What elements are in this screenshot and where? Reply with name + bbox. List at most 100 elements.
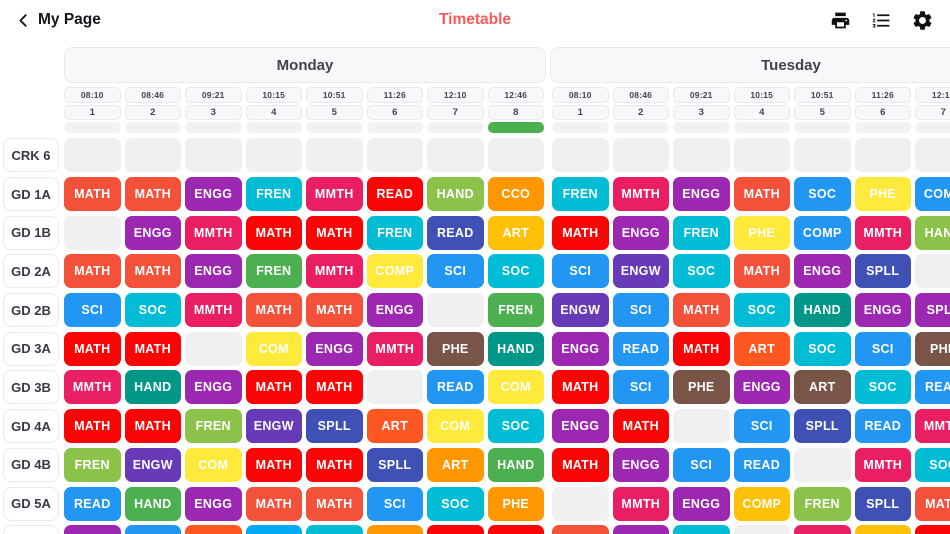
lesson-cell[interactable]: MATH [245,293,302,328]
lesson-cell[interactable]: ART [733,331,790,366]
lesson-cell[interactable]: MMTH [306,254,363,289]
lesson-cell[interactable]: SCI [733,409,790,444]
lesson-cell[interactable]: ENGG [612,215,669,250]
settings-icon[interactable] [910,8,934,32]
lesson-cell[interactable]: FREN [245,177,302,212]
class-label[interactable]: GD 4B [3,447,59,482]
lesson-cell[interactable]: MMTH [612,486,669,521]
lesson-cell[interactable]: SPLL [915,293,950,328]
lesson-cell[interactable] [427,525,484,534]
lesson-cell[interactable]: SPLL [854,254,911,289]
lesson-cell[interactable]: ENGG [366,293,423,328]
lesson-cell[interactable]: FREN [245,254,302,289]
lesson-cell[interactable]: MMTH [854,447,911,482]
lesson-cell[interactable]: PHE [673,370,730,405]
lesson-cell[interactable]: HAND [794,293,851,328]
lesson-cell[interactable]: PHE [733,215,790,250]
lesson-cell[interactable]: ENGG [185,177,242,212]
lesson-cell[interactable]: PHE [915,331,950,366]
lesson-cell[interactable]: ENGW [245,409,302,444]
lesson-cell[interactable]: MATH [673,293,730,328]
lesson-cell[interactable]: SOC [794,177,851,212]
class-label[interactable]: GD 2B [3,293,59,328]
lesson-cell[interactable]: MATH [245,215,302,250]
class-label[interactable]: GD 3A [3,331,59,366]
lesson-cell[interactable]: READ [427,370,484,405]
lesson-cell[interactable]: ENGW [124,447,181,482]
lesson-cell[interactable]: ENGG [185,370,242,405]
lesson-cell[interactable] [915,525,950,534]
lesson-cell[interactable]: READ [733,447,790,482]
back-button[interactable]: My Page [16,11,101,29]
lesson-cell[interactable]: MMTH [64,370,121,405]
class-label[interactable]: GD 2A [3,254,59,289]
lesson-cell[interactable]: SOC [124,293,181,328]
lesson-cell[interactable]: SCI [366,486,423,521]
lesson-cell[interactable]: MATH [552,215,609,250]
lesson-cell[interactable]: ENGG [673,177,730,212]
lesson-cell[interactable]: MATH [245,486,302,521]
lesson-cell[interactable]: MATH [124,409,181,444]
lesson-cell[interactable]: HAND [487,331,544,366]
lesson-cell[interactable]: READ [366,177,423,212]
lesson-cell[interactable]: READ [612,331,669,366]
lesson-cell[interactable]: MMTH [915,409,950,444]
lesson-cell[interactable]: SOC [733,293,790,328]
lesson-cell[interactable]: PHE [427,331,484,366]
lesson-cell[interactable]: SPLL [306,409,363,444]
lesson-cell[interactable]: MATH [124,331,181,366]
lesson-cell[interactable]: HAND [124,486,181,521]
lesson-cell[interactable]: MATH [552,370,609,405]
lesson-cell[interactable]: MMTH [612,177,669,212]
lesson-cell[interactable]: SPLL [794,409,851,444]
class-label[interactable]: GD 1B [3,215,59,250]
lesson-cell[interactable]: FREN [552,177,609,212]
lesson-cell[interactable]: ENGG [612,447,669,482]
lesson-cell[interactable]: ART [366,409,423,444]
lesson-cell[interactable]: ENGG [185,254,242,289]
lesson-cell[interactable]: ENGW [552,293,609,328]
lesson-cell[interactable]: FREN [487,293,544,328]
lesson-cell[interactable]: MATH [64,409,121,444]
lesson-cell[interactable]: ART [427,447,484,482]
class-label[interactable]: GD 1A [3,177,59,212]
lesson-cell[interactable]: READ [915,370,950,405]
lesson-cell[interactable]: MATH [552,447,609,482]
lesson-cell[interactable]: COM [427,409,484,444]
lesson-cell[interactable] [487,525,544,534]
lesson-cell[interactable]: FREN [64,447,121,482]
lesson-cell[interactable]: MMTH [185,215,242,250]
lesson-cell[interactable]: COMP [366,254,423,289]
class-label[interactable]: CRK 6 [3,138,59,173]
lesson-cell[interactable]: SOC [427,486,484,521]
lesson-cell[interactable]: COM [245,331,302,366]
lesson-cell[interactable]: SOC [794,331,851,366]
lesson-cell[interactable] [245,525,302,534]
lesson-cell[interactable]: SOC [915,447,950,482]
class-label[interactable]: GD 3B [3,370,59,405]
lesson-cell[interactable]: MATH [306,447,363,482]
lesson-cell[interactable]: ENGG [552,409,609,444]
lesson-cell[interactable]: PHE [854,177,911,212]
lesson-cell[interactable]: SCI [427,254,484,289]
lesson-cell[interactable] [366,525,423,534]
lesson-cell[interactable]: MATH [64,177,121,212]
lesson-cell[interactable]: SOC [487,254,544,289]
lesson-cell[interactable]: COMP [733,486,790,521]
lesson-cell[interactable]: ENGG [673,486,730,521]
lesson-cell[interactable]: MMTH [185,293,242,328]
lesson-cell[interactable]: FREN [794,486,851,521]
lesson-cell[interactable]: SCI [854,331,911,366]
lesson-cell[interactable]: COM [487,370,544,405]
lesson-cell[interactable]: MATH [733,177,790,212]
lesson-cell[interactable]: COMP [794,215,851,250]
lesson-cell[interactable]: MMTH [854,215,911,250]
lesson-cell[interactable] [673,525,730,534]
lesson-cell[interactable]: MATH [306,215,363,250]
lesson-cell[interactable]: MATH [306,370,363,405]
lesson-cell[interactable]: FREN [185,409,242,444]
lesson-cell[interactable]: CCO [487,177,544,212]
lesson-cell[interactable]: MATH [306,293,363,328]
lesson-cell[interactable]: MATH [306,486,363,521]
lesson-cell[interactable]: COM [185,447,242,482]
